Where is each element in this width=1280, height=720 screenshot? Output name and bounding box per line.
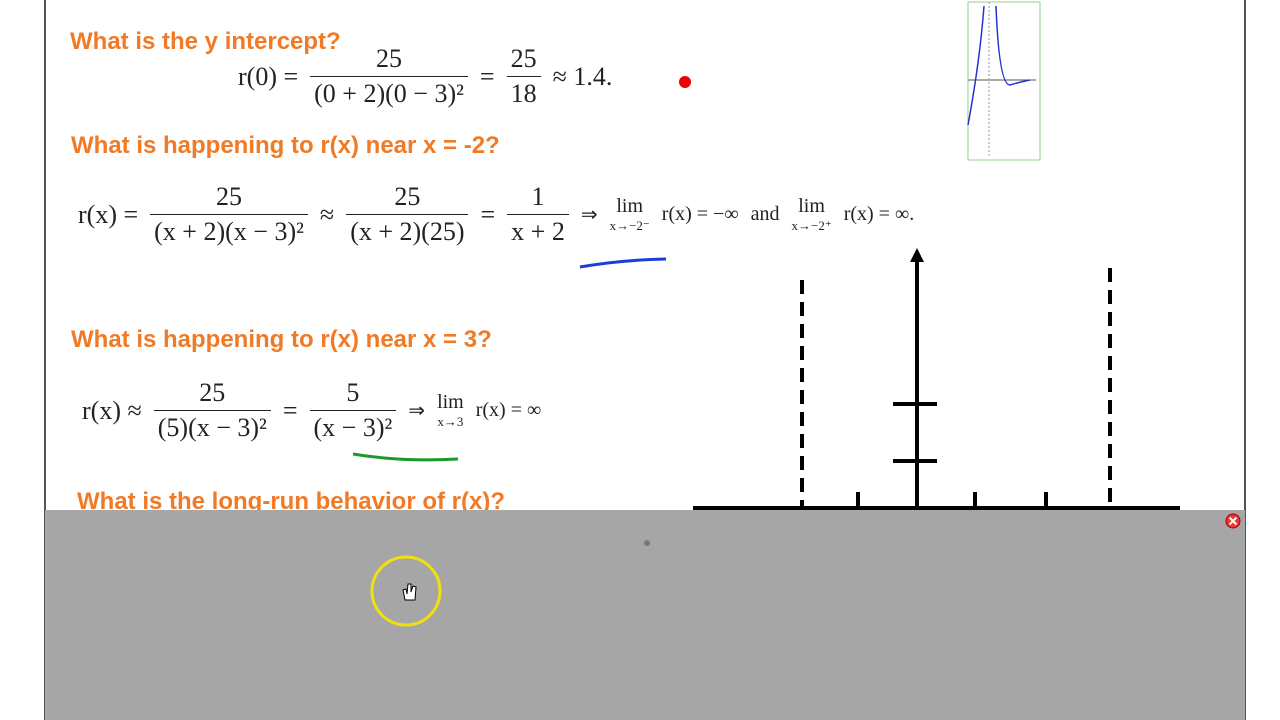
math-text: and [750, 203, 780, 225]
limit-word: lim [616, 195, 644, 217]
limit: lim x→−2⁺ [791, 195, 831, 234]
math-text: ≈ [319, 199, 335, 229]
sketch-axes [693, 255, 1180, 510]
limit-word: lim [437, 391, 464, 413]
denominator: (x + 2)(25) [346, 214, 469, 247]
limit-subscript: x→3 [437, 414, 464, 429]
thumbnail-graph [967, 1, 1041, 161]
heading: What is the long-run behavior of r(x)? [77, 488, 505, 515]
fraction: 25 18 [506, 44, 541, 109]
math-text: = [479, 61, 495, 91]
numerator: 25 [510, 44, 537, 73]
math-text: r(x) = −∞ [661, 203, 739, 225]
numerator: 1 [531, 182, 545, 211]
fraction: 25 (5)(x − 3)² [153, 378, 271, 443]
math-text: ≈ 1.4. [552, 61, 613, 91]
heading: What is the y intercept? [70, 28, 341, 55]
numerator: 5 [346, 378, 360, 407]
equation: r(x) = 25 (x + 2)(x − 3)² ≈25 (x + 2)(25) = 1 x… [72, 182, 920, 247]
fraction: 25 (x + 2)(x − 3)² [150, 182, 308, 247]
equation: r(x) ≈ 25 (5)(x − 3)² = 5 (x − 3)² ⇒ lim x→3 r(x)… [76, 378, 547, 443]
heading: What is happening to r(x) near x = -2? [71, 132, 500, 159]
math-text: r(x) = ∞. [843, 203, 915, 225]
math-text: r(0) = [238, 61, 299, 91]
limit: lim x→3 [437, 391, 464, 430]
blue-underline [579, 257, 667, 269]
limit: lim x→−2⁻ [610, 195, 650, 234]
denominator: x + 2 [507, 214, 569, 247]
math-text: = [282, 395, 298, 425]
numerator: 25 [376, 44, 403, 73]
math-text: ⇒ [408, 400, 426, 422]
limit-word: lim [798, 195, 825, 217]
heading: What is happening to r(x) near x = 3? [71, 326, 492, 353]
equation: r(0) = 25 (0 + 2)(0 − 3)² = 25 18 ≈ 1.4. [232, 44, 618, 109]
numerator: 25 [199, 378, 226, 407]
math-text: r(x) = [78, 199, 139, 229]
green-underline [352, 452, 459, 462]
math-text: r(x) ≈ [82, 395, 142, 425]
numerator: 25 [394, 182, 421, 211]
fraction: 25 (0 + 2)(0 − 3)² [310, 44, 468, 109]
fraction: 1 x + 2 [507, 182, 569, 247]
red-dot [679, 76, 691, 88]
fraction: 25 (x + 2)(25) [346, 182, 469, 247]
numerator: 25 [216, 182, 243, 211]
denominator: (5)(x − 3)² [153, 410, 271, 443]
denominator: (x − 3)² [309, 410, 397, 443]
denominator: (0 + 2)(0 − 3)² [310, 76, 468, 109]
math-text: ⇒ [580, 204, 598, 226]
limit-subscript: x→−2⁺ [791, 218, 832, 233]
fraction: 5 (x − 3)² [309, 378, 397, 443]
math-text: = [480, 199, 496, 229]
math-text: r(x) = ∞ [475, 399, 542, 421]
limit-subscript: x→−2⁻ [609, 218, 650, 233]
denominator: (x + 2)(x − 3)² [150, 214, 308, 247]
denominator: 18 [506, 76, 541, 109]
